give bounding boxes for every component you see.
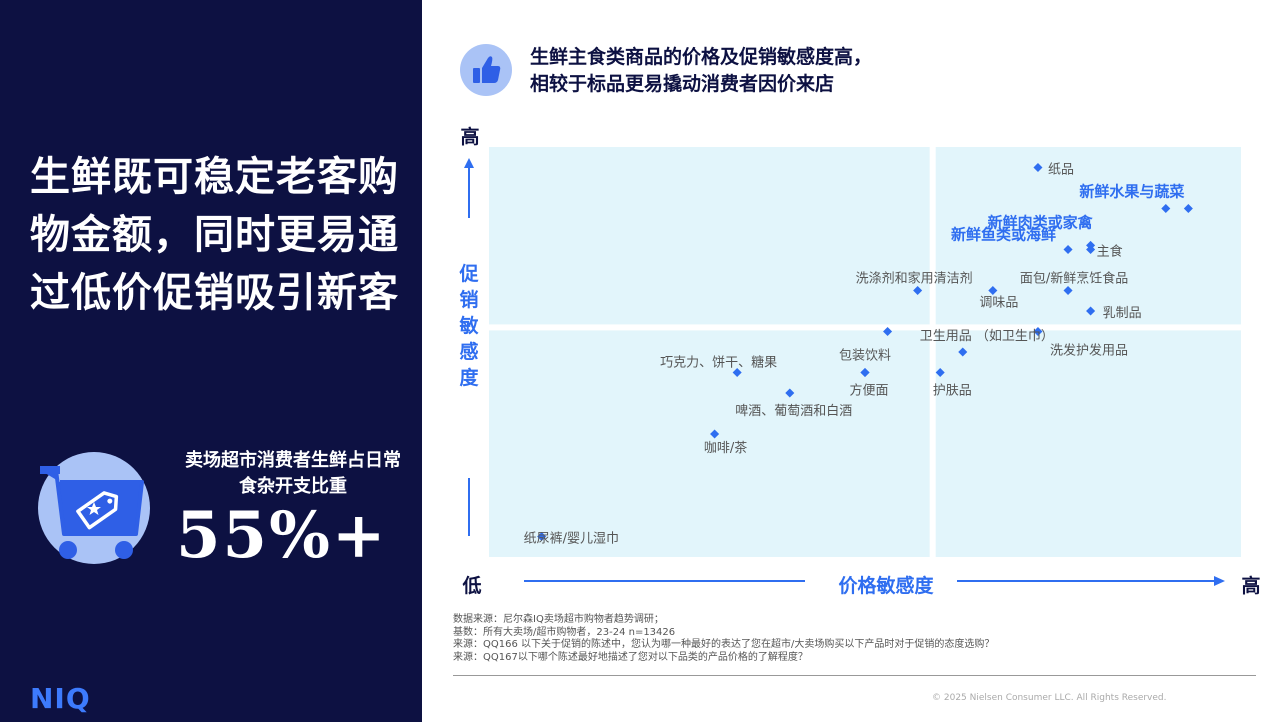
source-note: 基数：所有大卖场/超市购物者，23-24 n=13426 bbox=[453, 626, 676, 638]
quadrant-backgrounds bbox=[489, 147, 1241, 557]
data-point-marker bbox=[710, 429, 720, 439]
data-point-label: 洗涤剂和家用清洁剂 bbox=[856, 271, 973, 287]
quadrant bbox=[489, 330, 930, 557]
niq-logo: NIQ bbox=[30, 682, 91, 715]
data-point-label: 洗发护发用品 bbox=[1050, 343, 1128, 359]
chart-title-line2: 相较于标品更易撬动消费者因价来店 bbox=[530, 73, 835, 95]
y-axis-label-char: 敏 bbox=[458, 314, 478, 337]
data-point-label: 新鲜肉类或家禽 bbox=[988, 213, 1094, 231]
data-point-marker bbox=[732, 367, 742, 378]
data-point-label: 护肤品 bbox=[933, 384, 972, 399]
data-point-label: 包装饮料 bbox=[839, 349, 891, 364]
y-axis-arrowhead bbox=[464, 158, 474, 168]
chart-title-line1: 生鲜主食类商品的价格及促销敏感度高， bbox=[530, 46, 873, 68]
y-axis-label: 促销敏感度 bbox=[458, 262, 479, 389]
source-note: 数据来源：尼尔森IQ卖场超市购物者趋势调研； bbox=[453, 614, 664, 625]
copyright: © 2025 Nielsen Consumer LLC. All Rights … bbox=[932, 693, 1167, 703]
data-point-label: 乳制品 bbox=[1103, 306, 1142, 321]
data-point-label: 新鲜水果与蔬菜 bbox=[1079, 183, 1184, 201]
quadrant bbox=[935, 330, 1241, 557]
source-note: 来源：QQ166 以下关于促销的陈述中，您认为哪一种最好的表达了您在超市/大卖场… bbox=[453, 639, 995, 650]
data-point-label: 方便面 bbox=[849, 383, 888, 399]
source-note: 来源：QQ167以下哪个陈述最好地描述了您对以下品类的产品价格的了解程度？ bbox=[453, 651, 808, 663]
y-axis-label-char: 感 bbox=[459, 340, 478, 363]
source-notes: 数据来源：尼尔森IQ卖场超市购物者趋势调研； 基数：所有大卖场/超市购物者，23… bbox=[453, 614, 1253, 664]
data-point-label: 调味品 bbox=[979, 296, 1018, 311]
thumbs-up-icon bbox=[460, 44, 512, 96]
data-point-label: 面包/新鲜烹饪食品 bbox=[1020, 271, 1128, 287]
stat-label: 卖场超市消费者生鲜占日常食杂开支比重 bbox=[185, 450, 401, 497]
shopping-cart-tag-icon bbox=[38, 452, 150, 564]
y-axis-label-char: 促 bbox=[458, 262, 478, 285]
data-point-label: 主食 bbox=[1097, 244, 1123, 260]
x-axis-low-label: 低 bbox=[461, 574, 481, 597]
left-panel: 生鲜既可稳定老客购物金额，同时更易通过低价促销吸引新客 卖场超市消费者生鲜占日常… bbox=[0, 0, 422, 722]
data-point-label: 卫生用品 （如卫生巾） bbox=[920, 328, 1054, 344]
x-axis-arrowhead bbox=[1214, 576, 1225, 586]
x-axis-label: 价格敏感度 bbox=[838, 574, 934, 597]
y-axis-high-label: 高 bbox=[460, 125, 479, 148]
data-point-marker bbox=[537, 531, 547, 542]
quadrant bbox=[489, 147, 930, 325]
footer-divider bbox=[453, 675, 1256, 676]
data-point-label: 巧克力、饼干、糖果 bbox=[660, 355, 777, 371]
headline: 生鲜既可稳定老客购物金额，同时更易通过低价促销吸引新客 bbox=[30, 154, 399, 316]
data-point-label: 纸品 bbox=[1048, 163, 1074, 178]
data-point-label: 纸尿裤/婴儿湿巾 bbox=[524, 532, 619, 547]
y-axis-label-char: 度 bbox=[459, 366, 479, 389]
quadrant bbox=[935, 147, 1241, 325]
stat-value: 55%+ bbox=[176, 498, 388, 573]
data-point-label: 新鲜鱼类或海鲜 bbox=[951, 226, 1056, 244]
chart-title: 生鲜主食类商品的价格及促销敏感度高， 相较于标品更易撬动消费者因价来店 bbox=[530, 44, 1090, 98]
y-axis-label-char: 销 bbox=[459, 288, 478, 311]
x-axis-high-label: 高 bbox=[1241, 574, 1260, 597]
data-point-label: 啤酒、葡萄酒和白酒 bbox=[735, 403, 852, 419]
data-point-label: 咖啡/茶 bbox=[704, 440, 747, 456]
